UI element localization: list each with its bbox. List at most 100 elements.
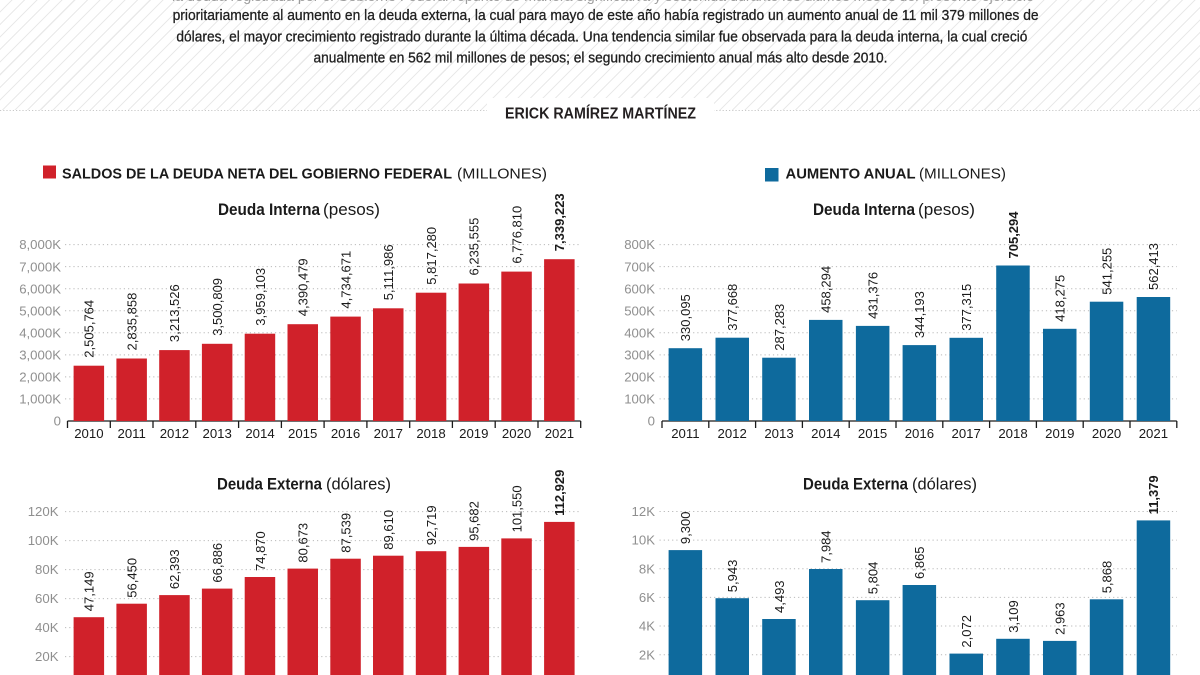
svg-text:2013: 2013 xyxy=(764,426,793,441)
svg-text:418,275: 418,275 xyxy=(1053,275,1068,322)
svg-text:3,959,103: 3,959,103 xyxy=(253,268,268,326)
svg-text:0: 0 xyxy=(648,414,655,429)
svg-text:(pesos): (pesos) xyxy=(918,200,975,219)
svg-text:4,000K: 4,000K xyxy=(19,325,61,340)
svg-text:62,393: 62,393 xyxy=(167,549,182,589)
svg-text:2016: 2016 xyxy=(331,426,360,441)
svg-text:(MILLONES): (MILLONES) xyxy=(457,165,547,182)
svg-text:8,000K: 8,000K xyxy=(19,237,61,252)
svg-text:101,550: 101,550 xyxy=(509,485,524,532)
svg-text:700K: 700K xyxy=(624,259,655,274)
svg-text:ERICK RAMÍREZ MARTÍNEZ: ERICK RAMÍREZ MARTÍNEZ xyxy=(505,105,696,122)
svg-text:56,450: 56,450 xyxy=(125,558,140,598)
svg-text:2,000K: 2,000K xyxy=(19,370,61,385)
svg-text:2015: 2015 xyxy=(858,426,887,441)
svg-text:344,193: 344,193 xyxy=(912,291,927,338)
svg-text:9,300: 9,300 xyxy=(678,512,693,545)
svg-text:(dólares): (dólares) xyxy=(326,475,391,494)
svg-text:la deuda registrada por el Gob: la deuda registrada por el Gobierno Fede… xyxy=(172,0,1034,4)
svg-text:2014: 2014 xyxy=(245,426,274,441)
svg-text:2017: 2017 xyxy=(952,426,981,441)
svg-text:4,493: 4,493 xyxy=(772,580,787,613)
svg-text:6K: 6K xyxy=(639,590,655,605)
svg-text:89,610: 89,610 xyxy=(381,510,396,550)
svg-text:74,870: 74,870 xyxy=(253,531,268,571)
svg-text:541,255: 541,255 xyxy=(1099,248,1114,295)
svg-text:5,817,280: 5,817,280 xyxy=(424,227,439,285)
svg-text:200K: 200K xyxy=(624,370,655,385)
svg-text:6,776,810: 6,776,810 xyxy=(509,206,524,264)
svg-text:dólares, el mayor crecimiento: dólares, el mayor crecimiento registrado… xyxy=(176,29,1027,46)
svg-text:5,804: 5,804 xyxy=(865,562,880,595)
svg-text:87,539: 87,539 xyxy=(338,513,353,553)
svg-text:6,235,555: 6,235,555 xyxy=(467,218,482,276)
svg-text:377,315: 377,315 xyxy=(959,284,974,331)
svg-text:377,668: 377,668 xyxy=(725,284,740,331)
svg-text:10K: 10K xyxy=(632,533,656,548)
svg-text:2017: 2017 xyxy=(374,426,403,441)
svg-text:SALDOS DE LA DEUDA NETA DEL GO: SALDOS DE LA DEUDA NETA DEL GOBIERNO FED… xyxy=(62,165,452,182)
svg-text:47,149: 47,149 xyxy=(82,571,97,611)
svg-text:287,283: 287,283 xyxy=(772,304,787,351)
svg-text:66,886: 66,886 xyxy=(210,543,225,583)
svg-text:2018: 2018 xyxy=(416,426,445,441)
svg-text:60K: 60K xyxy=(35,591,59,606)
svg-text:AUMENTO ANUAL: AUMENTO ANUAL xyxy=(786,166,916,183)
svg-text:100K: 100K xyxy=(624,392,655,407)
svg-text:2015: 2015 xyxy=(288,426,317,441)
svg-text:120K: 120K xyxy=(28,504,59,519)
svg-text:2013: 2013 xyxy=(203,426,232,441)
svg-text:(pesos): (pesos) xyxy=(323,200,380,219)
svg-text:20K: 20K xyxy=(35,649,59,664)
svg-text:4,390,479: 4,390,479 xyxy=(296,258,311,316)
svg-text:330,095: 330,095 xyxy=(678,294,693,341)
svg-text:prioritariamente al aumento en: prioritariamente al aumento en la deuda … xyxy=(173,7,1039,24)
svg-text:11,379: 11,379 xyxy=(1146,475,1161,514)
svg-text:300K: 300K xyxy=(624,347,655,362)
svg-text:(dólares): (dólares) xyxy=(912,475,977,494)
svg-text:2,835,858: 2,835,858 xyxy=(125,293,140,351)
svg-text:(MILLONES): (MILLONES) xyxy=(919,166,1006,183)
svg-text:2,072: 2,072 xyxy=(959,615,974,648)
svg-text:2012: 2012 xyxy=(160,426,189,441)
svg-text:2019: 2019 xyxy=(1045,426,1074,441)
svg-text:3,109: 3,109 xyxy=(1006,600,1021,633)
svg-text:Deuda Interna: Deuda Interna xyxy=(813,200,915,219)
svg-text:7,984: 7,984 xyxy=(819,530,834,563)
svg-text:12K: 12K xyxy=(632,504,656,519)
svg-text:800K: 800K xyxy=(624,237,655,252)
svg-text:562,413: 562,413 xyxy=(1146,243,1161,290)
svg-text:3,000K: 3,000K xyxy=(19,347,61,362)
svg-text:6,000K: 6,000K xyxy=(19,281,61,296)
svg-text:400K: 400K xyxy=(624,325,655,340)
svg-text:3,213,526: 3,213,526 xyxy=(167,284,182,342)
svg-text:0: 0 xyxy=(54,414,61,429)
svg-text:500K: 500K xyxy=(624,303,655,318)
svg-text:4,734,671: 4,734,671 xyxy=(338,251,353,309)
svg-text:3,500,809: 3,500,809 xyxy=(210,278,225,336)
svg-text:458,294: 458,294 xyxy=(819,266,834,313)
svg-text:2021: 2021 xyxy=(1139,426,1168,441)
svg-text:40K: 40K xyxy=(35,620,59,635)
svg-text:Deuda Interna: Deuda Interna xyxy=(218,200,320,219)
svg-text:2K: 2K xyxy=(639,647,655,662)
svg-text:7,000K: 7,000K xyxy=(19,259,61,274)
svg-text:5,943: 5,943 xyxy=(725,560,740,593)
svg-text:2012: 2012 xyxy=(718,426,747,441)
svg-text:2021: 2021 xyxy=(545,426,574,441)
svg-text:95,682: 95,682 xyxy=(467,501,482,541)
svg-text:80K: 80K xyxy=(35,562,59,577)
svg-text:2010: 2010 xyxy=(74,426,103,441)
svg-text:2,505,764: 2,505,764 xyxy=(82,300,97,358)
svg-text:112,929: 112,929 xyxy=(552,470,567,516)
svg-text:2020: 2020 xyxy=(1092,426,1121,441)
svg-text:Deuda Externa: Deuda Externa xyxy=(803,475,908,494)
svg-text:Deuda Externa: Deuda Externa xyxy=(217,475,322,494)
svg-text:2018: 2018 xyxy=(998,426,1027,441)
svg-text:80,673: 80,673 xyxy=(296,523,311,563)
svg-text:8K: 8K xyxy=(639,561,655,576)
svg-text:2014: 2014 xyxy=(811,426,840,441)
svg-text:92,719: 92,719 xyxy=(424,505,439,545)
svg-text:7,339,223: 7,339,223 xyxy=(552,193,567,251)
svg-text:2019: 2019 xyxy=(459,426,488,441)
